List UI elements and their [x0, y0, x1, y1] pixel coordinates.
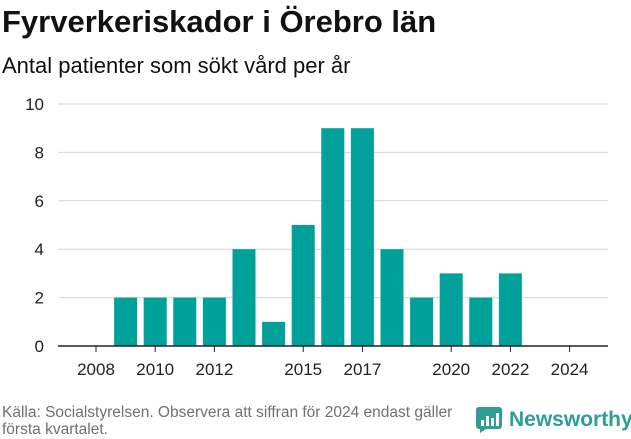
newsworthy-brand[interactable]: Newsworthy [476, 407, 631, 433]
x-tick-label: 2017 [343, 360, 381, 379]
bar-2021 [469, 297, 493, 346]
x-tick-label: 2012 [195, 360, 233, 379]
bar-2022 [498, 273, 522, 346]
bar-2016 [321, 128, 345, 346]
y-tick-label: 10 [25, 95, 44, 114]
source-note: Källa: Socialstyrelsen. Observera att si… [2, 404, 453, 438]
newsworthy-logo-icon [476, 407, 502, 433]
chart-title: Fyrverkeriskador i Örebro län [2, 4, 437, 39]
bar-2012 [202, 297, 226, 346]
x-tick-label: 2024 [551, 360, 589, 379]
x-tick-label: 2022 [491, 360, 529, 379]
x-tick-label: 2010 [136, 360, 174, 379]
bar-2013 [232, 249, 256, 346]
x-tick-label: 2020 [432, 360, 470, 379]
y-tick-label: 4 [35, 240, 44, 259]
x-tick-label: 2015 [284, 360, 322, 379]
bar-2009 [114, 297, 138, 346]
y-tick-label: 2 [35, 289, 44, 308]
bar-chart: 0 2 4 6 8 10 2008 2010 2012 2015 2017 2020 2022 2024 [25, 95, 608, 379]
bar-2020 [439, 273, 463, 346]
x-tick-label: 2008 [77, 360, 115, 379]
bar-2015 [291, 225, 315, 346]
y-tick-label: 6 [35, 192, 44, 211]
bar-2014 [262, 321, 286, 346]
brand-name: Newsworthy [509, 408, 631, 431]
y-tick-label: 0 [35, 337, 44, 356]
chart-subtitle: Antal patienter som sökt vård per år [2, 53, 351, 78]
bar-2010 [143, 297, 167, 346]
bar-2011 [173, 297, 197, 346]
bar-2019 [410, 297, 434, 346]
y-tick-label: 8 [35, 143, 44, 162]
bar-2017 [350, 128, 374, 346]
bar-2018 [380, 249, 404, 346]
